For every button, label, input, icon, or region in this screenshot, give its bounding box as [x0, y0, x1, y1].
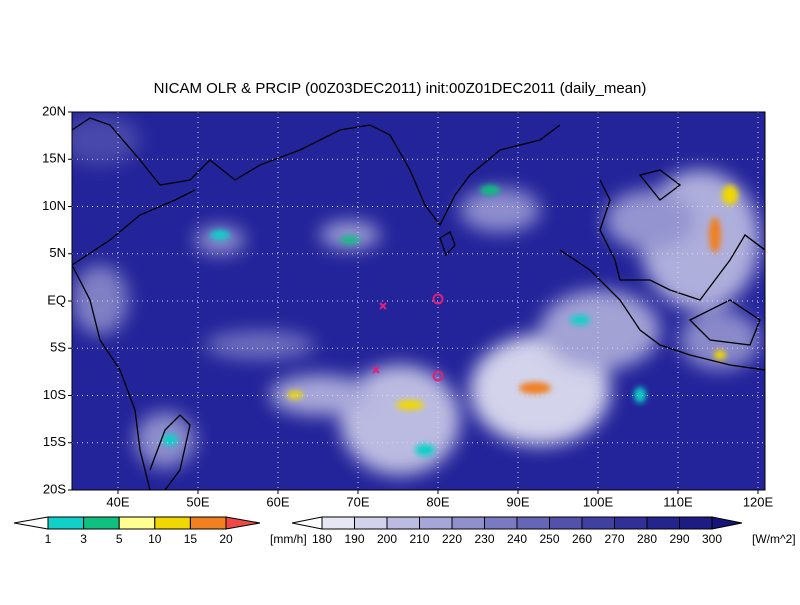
lat-label: 20S [43, 481, 66, 496]
legend-swatch [549, 516, 583, 530]
legend-label: 20 [219, 532, 233, 546]
legend-label: 1 [45, 532, 52, 546]
legend-swatch [516, 516, 550, 530]
legend-swatch [581, 516, 615, 530]
legend-swatch [189, 516, 227, 530]
legend-label: 190 [344, 532, 364, 546]
lat-label: 5S [50, 340, 66, 355]
legend-swatch [679, 516, 713, 530]
legend-swatch [154, 516, 191, 530]
legend-swatch [419, 516, 453, 530]
lon-label: 60E [266, 494, 289, 509]
legend-label: 180 [312, 532, 332, 546]
lon-label: 80E [426, 494, 449, 509]
legend-label: 280 [637, 532, 657, 546]
site-markers [372, 293, 444, 382]
x-marker [372, 366, 380, 374]
lon-label: 90E [506, 494, 529, 509]
lon-label: 40E [106, 494, 129, 509]
lat-label: 15S [43, 434, 66, 449]
axis-labels: 20N 15N 10N 5N EQ 5S 10S 15S 20S 40E 50E 60E 70E 80E 9… [42, 103, 773, 509]
legend-label: 10 [148, 532, 162, 546]
legend-label: 250 [539, 532, 559, 546]
graticule [72, 112, 765, 490]
lon-label: 110E [663, 494, 693, 509]
color-legends: 1 3 5 10 15 20 [mm/h] 180 190 200 210 220 230 240 250 2… [13, 516, 796, 546]
legend-label: 290 [669, 532, 689, 546]
circle-marker [432, 293, 444, 305]
lat-label: 10N [42, 198, 66, 213]
legend-arrow [291, 516, 323, 530]
legend-swatch [83, 516, 120, 530]
lon-label: 120E [743, 494, 774, 509]
legend-swatch [484, 516, 518, 530]
legend-label: 220 [442, 532, 462, 546]
coastlines [72, 117, 765, 490]
legend-swatch [118, 516, 156, 530]
lon-label: 50E [186, 494, 209, 509]
legend-label: 3 [80, 532, 87, 546]
lat-label: EQ [47, 292, 66, 307]
lat-label: 5N [49, 245, 66, 260]
legend-swatch [354, 516, 388, 530]
legend-swatch [614, 516, 648, 530]
legend-arrow [225, 516, 261, 530]
legend-label: 260 [572, 532, 592, 546]
legend-swatch [386, 516, 420, 530]
legend-label: 15 [184, 532, 198, 546]
legend-label: 230 [474, 532, 494, 546]
lat-label: 15N [42, 151, 66, 166]
legend-arrow [711, 516, 743, 530]
legend-label: 270 [604, 532, 624, 546]
legend-swatch [321, 516, 355, 530]
legend-arrow [13, 516, 49, 530]
legend-label: 5 [116, 532, 123, 546]
legend-unit: [W/m^2] [752, 532, 796, 546]
circle-marker [432, 370, 444, 382]
lat-label: 20N [42, 103, 66, 118]
map-title: NICAM OLR & PRCIP (00Z03DEC2011) init:00… [154, 80, 647, 97]
legend-unit: [mm/h] [270, 532, 307, 546]
legend-swatch [47, 516, 85, 530]
legend-label: 300 [702, 532, 722, 546]
legend-label: 200 [377, 532, 397, 546]
legend-swatch [451, 516, 485, 530]
legend-label: 210 [409, 532, 429, 546]
legend-swatch [646, 516, 680, 530]
map-area [72, 112, 765, 490]
lon-label: 70E [346, 494, 369, 509]
lat-label: 10S [43, 387, 66, 402]
x-marker [379, 302, 387, 310]
legend-label: 240 [507, 532, 527, 546]
lon-label: 100E [583, 494, 614, 509]
